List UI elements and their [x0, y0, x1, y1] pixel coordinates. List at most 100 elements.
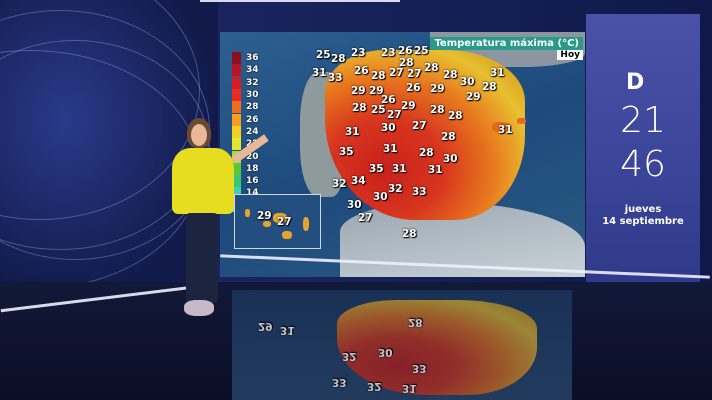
- temperature-label: 30: [381, 122, 396, 134]
- temperature-label: 28: [448, 110, 463, 122]
- temperature-label: 29: [351, 85, 366, 97]
- legend-item: 34: [232, 64, 259, 77]
- legend-item: 16: [232, 175, 259, 188]
- temperature-label: 23: [381, 47, 396, 59]
- legend-label: 28: [246, 102, 259, 113]
- legend-item: 26: [232, 113, 259, 126]
- legend-swatch: [232, 76, 241, 89]
- temperature-label: 31: [498, 124, 513, 136]
- temperature-label: 31: [312, 67, 327, 79]
- temperature-label: 28: [331, 53, 346, 65]
- legend-swatch: [232, 162, 241, 175]
- spain-land: [325, 50, 525, 220]
- map-reflection: 28 29 31 32 30 33 33 32 31: [232, 290, 572, 400]
- legend-swatch: [232, 125, 241, 138]
- mallorca: [492, 122, 510, 132]
- temperature-label: 27: [358, 212, 373, 224]
- temperature-label: 23: [351, 47, 366, 59]
- temperature-label: 29: [401, 100, 416, 112]
- temperature-label: 30: [373, 191, 388, 203]
- temperature-label: 27: [412, 120, 427, 132]
- day-label: Hoy: [557, 50, 583, 60]
- light-stripe: [200, 0, 400, 2]
- ibiza: [477, 142, 485, 148]
- temperature-label: 28: [371, 70, 386, 82]
- weather-map: 36343230282624222018161412 Temperatura m…: [220, 32, 585, 277]
- studio-floor: 28 29 31 32 30 33 33 32 31: [0, 282, 712, 400]
- legend-item: 30: [232, 89, 259, 102]
- legend-item: 28: [232, 101, 259, 114]
- reflected-temperature-label: 31: [280, 324, 295, 336]
- legend-label: 20: [246, 151, 259, 162]
- reflected-temperature-label: 32: [367, 380, 382, 392]
- clock-minute: 46: [620, 144, 666, 185]
- legend-label: 16: [246, 176, 259, 187]
- reflected-temperature-label: 29: [258, 320, 273, 332]
- menorca: [517, 118, 526, 124]
- temperature-label: 27: [389, 67, 404, 79]
- reflected-temperature-label: 31: [402, 382, 417, 394]
- temperature-label: 29: [430, 83, 445, 95]
- temperature-label: 29: [369, 85, 384, 97]
- legend-label: 26: [246, 114, 259, 125]
- temperature-label: 32: [388, 183, 403, 195]
- reflected-temperature-label: 33: [412, 362, 427, 374]
- legend-item: 24: [232, 125, 259, 138]
- temperature-label: 34: [351, 175, 366, 187]
- temperature-label: 28: [399, 57, 414, 69]
- legend-label: 30: [246, 90, 259, 101]
- map-title: Temperatura máxima (°C): [430, 37, 583, 50]
- temperature-label: 28: [482, 81, 497, 93]
- legend-item: 14: [232, 187, 259, 200]
- legend-swatch: [232, 113, 241, 126]
- canary-temperature-label: 29: [257, 210, 272, 222]
- legend-item: 36: [232, 52, 259, 65]
- legend-label: 18: [246, 163, 259, 174]
- legend-swatch: [232, 175, 241, 188]
- channel-logo: D: [626, 70, 645, 95]
- temperature-label: 27: [407, 68, 422, 80]
- temperature-label: 25: [316, 49, 331, 61]
- temperature-label: 31: [428, 164, 443, 176]
- legend-swatch: [232, 138, 241, 151]
- side-panel: D 21 46 jueves 14 septiembre: [586, 14, 700, 282]
- weekday: jueves: [624, 204, 662, 215]
- temperature-label: 33: [412, 186, 427, 198]
- legend-label: 34: [246, 65, 259, 76]
- temperature-legend: 36343230282624222018161412: [232, 52, 259, 212]
- legend-label: 32: [246, 77, 259, 88]
- clock-hour: 21: [620, 100, 666, 141]
- legend-label: 14: [246, 188, 259, 198]
- temperature-label: 26: [354, 65, 369, 77]
- temperature-label: 35: [339, 146, 354, 158]
- temperature-label: 25: [414, 45, 429, 57]
- temperature-label: 26: [398, 45, 413, 57]
- legend-label: 36: [246, 53, 259, 64]
- temperature-label: 28: [424, 62, 439, 74]
- temperature-label: 30: [347, 199, 362, 211]
- legend-swatch: [232, 64, 241, 77]
- date-text: 14 septiembre: [602, 216, 684, 227]
- temperature-label: 31: [490, 67, 505, 79]
- legend-label: 24: [246, 126, 259, 137]
- temperature-label: 31: [383, 143, 398, 155]
- reflected-temperature-label: 32: [342, 350, 357, 362]
- legend-swatch: [232, 101, 241, 114]
- legend-item: 32: [232, 76, 259, 89]
- legend-swatch: [232, 187, 241, 200]
- canary-islands-inset: [234, 194, 321, 249]
- reflected-temperature-label: 30: [378, 346, 393, 358]
- temperature-label: 28: [443, 69, 458, 81]
- reflected-temperature-label: 28: [408, 316, 423, 328]
- temperature-label: 28: [402, 228, 417, 240]
- temperature-label: 28: [430, 104, 445, 116]
- legend-swatch: [232, 89, 241, 102]
- temperature-label: 27: [387, 109, 402, 121]
- temperature-label: 29: [466, 91, 481, 103]
- temperature-label: 26: [406, 82, 421, 94]
- date-display: jueves 14 septiembre: [586, 204, 700, 228]
- temperature-label: 30: [460, 76, 475, 88]
- temperature-label: 30: [443, 153, 458, 165]
- temperature-label: 35: [369, 163, 384, 175]
- temperature-label: 31: [392, 163, 407, 175]
